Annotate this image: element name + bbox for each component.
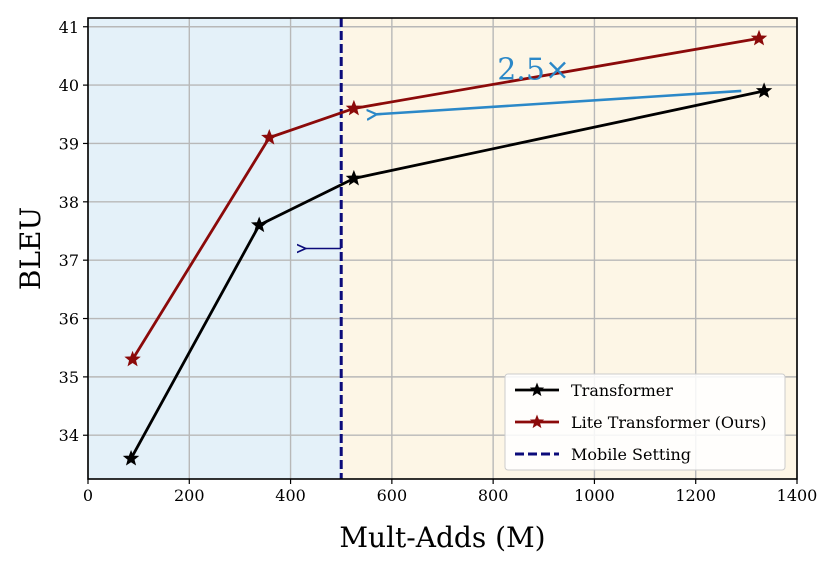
x-tick-label-600: 600 xyxy=(377,486,408,505)
legend-label-mobile-setting: Mobile Setting xyxy=(571,445,691,464)
x-tick-label-1000: 1000 xyxy=(574,486,615,505)
y-tick-label-35: 35 xyxy=(59,368,79,387)
data-point-lite-transformer-ours-0 xyxy=(124,350,141,367)
y-axis-label: BLEU xyxy=(14,207,47,290)
x-tick-label-0: 0 xyxy=(83,486,93,505)
plot-frame xyxy=(87,17,798,480)
data-point-lite-transformer-ours-3 xyxy=(750,29,768,46)
data-point-transformer-1 xyxy=(250,216,268,233)
legend-marker-transformer xyxy=(529,382,545,397)
series-line-transformer xyxy=(129,89,765,460)
region-mobile xyxy=(88,18,342,479)
series-line-lite-transformer-ours xyxy=(131,37,760,361)
y-tick-label-36: 36 xyxy=(59,310,79,329)
legend-marker-lite-transformer-ours xyxy=(529,414,545,429)
y-tick-label-34: 34 xyxy=(59,426,79,445)
x-tick-label-1200: 1200 xyxy=(675,486,716,505)
x-tick-label-1400: 1400 xyxy=(777,486,818,505)
y-tick-label-41: 41 xyxy=(59,18,79,37)
data-point-lite-transformer-ours-2 xyxy=(345,99,363,116)
x-tick-label-800: 800 xyxy=(478,486,509,505)
data-point-transformer-2 xyxy=(345,169,363,186)
y-tick-label-37: 37 xyxy=(59,251,79,270)
speedup-arrow xyxy=(377,89,742,114)
data-point-lite-transformer-ours-1 xyxy=(261,129,278,145)
legend-label-transformer: Transformer xyxy=(571,381,673,400)
y-tick-label-40: 40 xyxy=(59,76,79,95)
x-tick-label-400: 400 xyxy=(275,486,306,505)
x-tick-label-200: 200 xyxy=(174,486,205,505)
y-tick-label-39: 39 xyxy=(59,134,79,153)
data-point-transformer-0 xyxy=(122,449,140,466)
legend-box xyxy=(504,373,786,471)
speedup-annotation: 2.5× xyxy=(497,52,570,87)
data-point-transformer-3 xyxy=(755,82,773,98)
legend-label-lite-transformer-ours: Lite Transformer (Ours) xyxy=(571,413,766,432)
x-axis-label: Mult-Adds (M) xyxy=(339,521,545,554)
y-tick-label-38: 38 xyxy=(59,193,79,212)
